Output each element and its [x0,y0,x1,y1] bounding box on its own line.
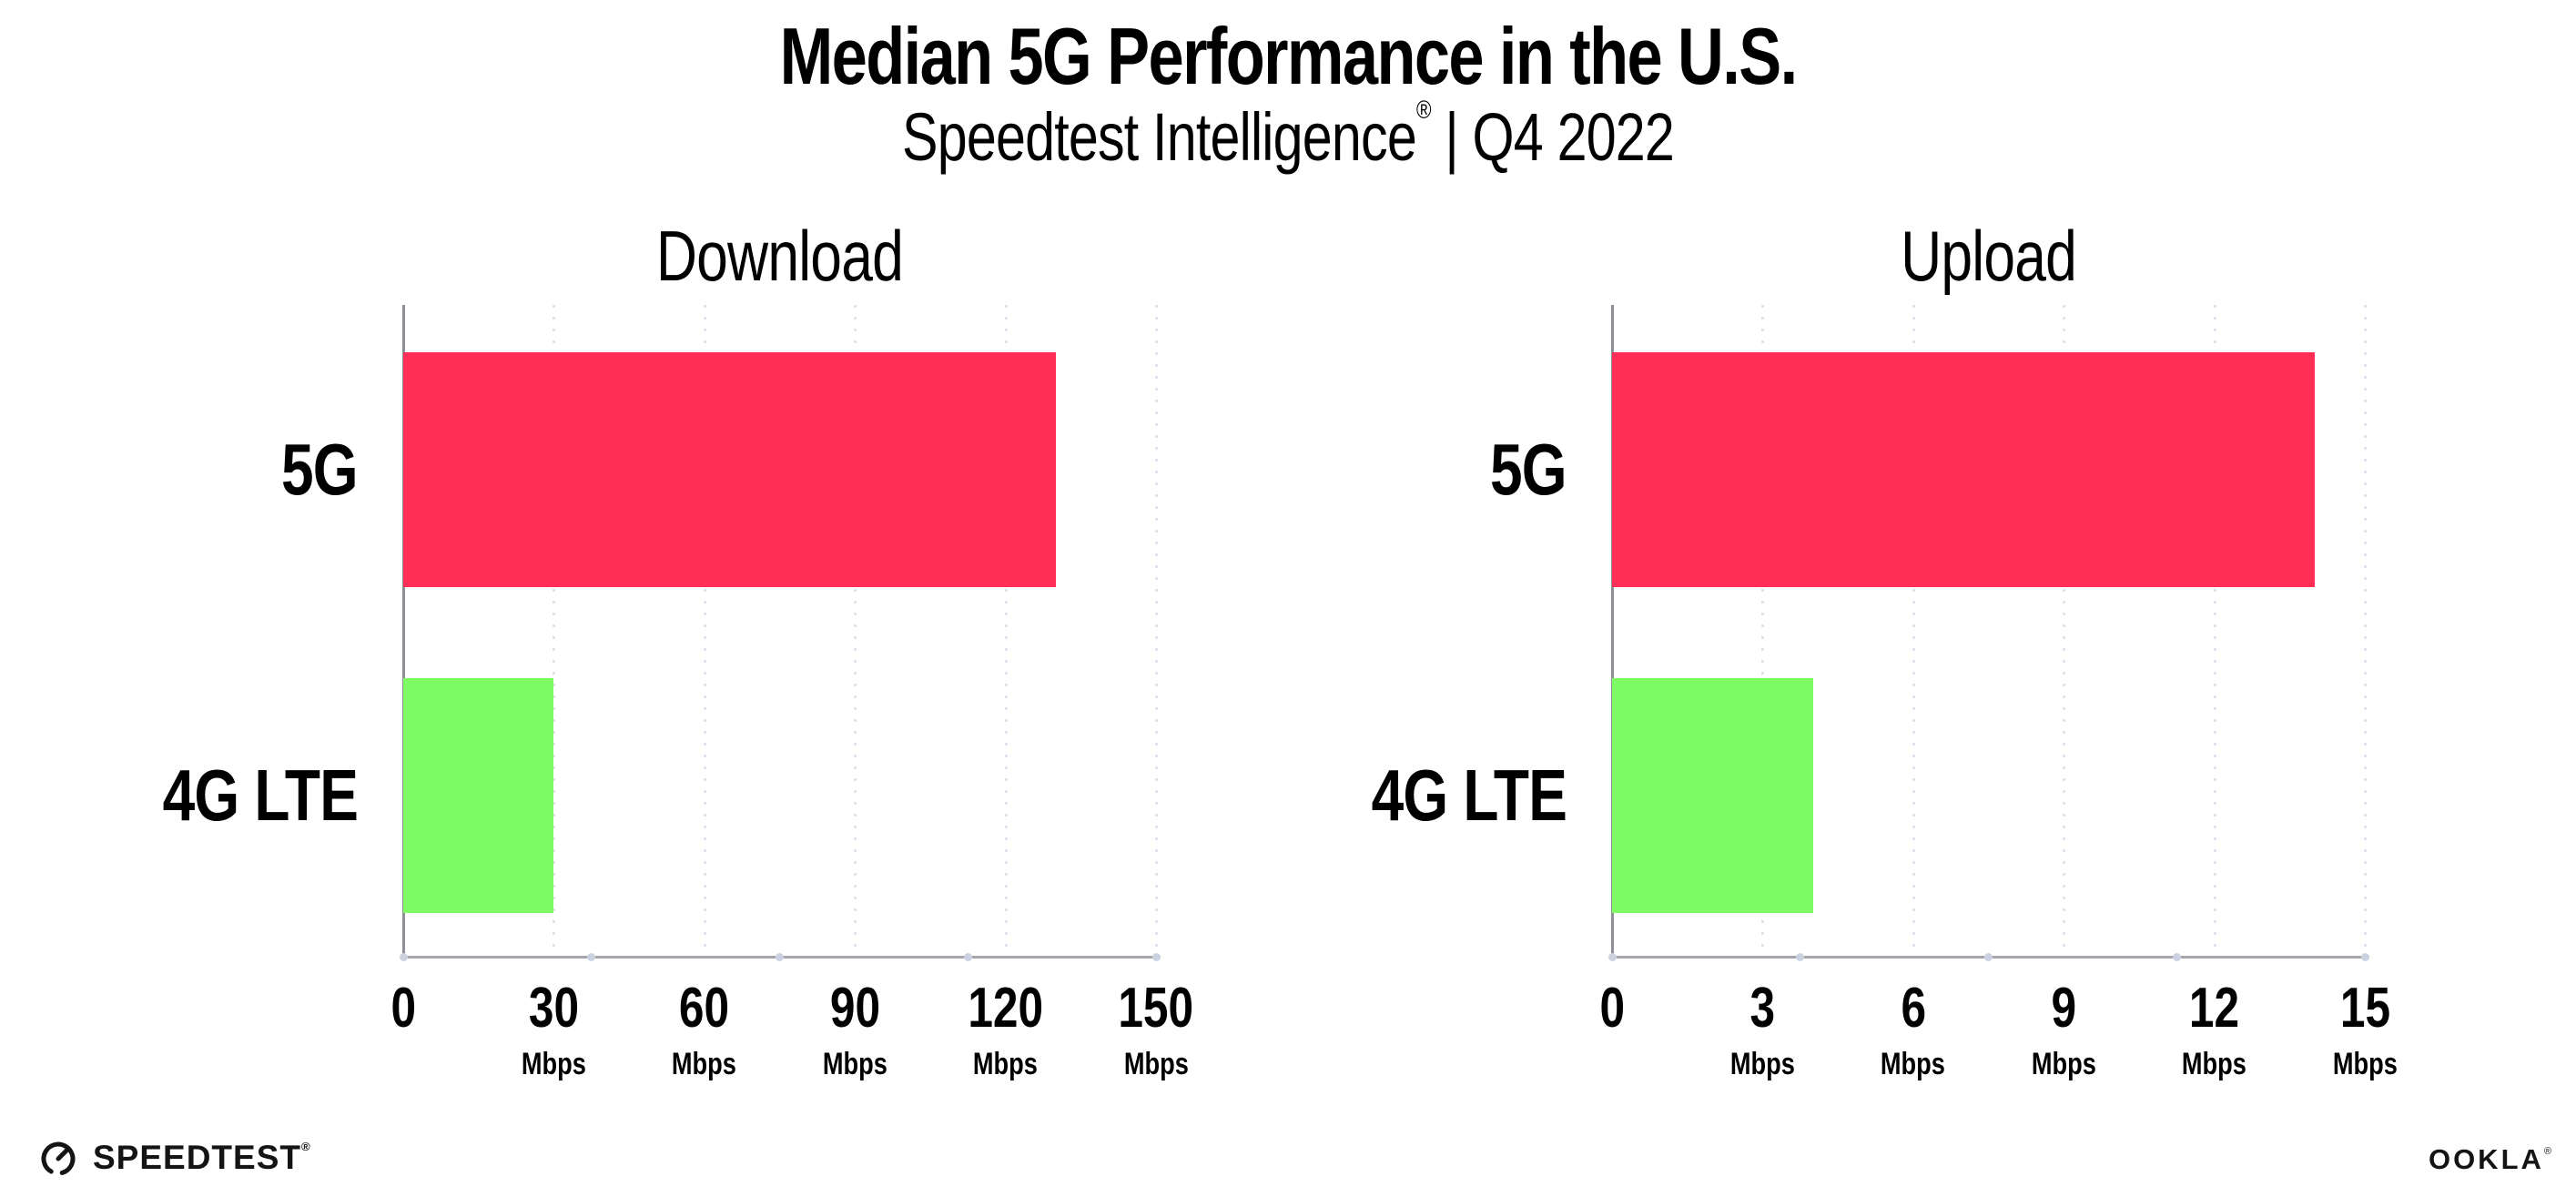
ookla-logo: OOKLA® [2429,1143,2551,1176]
bar-4g-lte [1612,678,1813,913]
tick-label-text: 3 [1749,977,1776,1040]
tick-label-9: 9 [1963,976,2164,1040]
bar-4g-lte [403,678,554,913]
axis-dot [1796,953,1805,961]
gridline-120 [1004,305,1008,959]
tick-unit-text: Mbps [2182,1047,2247,1081]
tick-label-0: 0 [1512,976,1712,1040]
tick-label-0: 0 [303,976,503,1040]
page-title: Median 5G Performance in the U.S. [0,11,2576,101]
gridline-15 [2364,305,2367,959]
tick-unit-90: Mbps [755,1047,955,1082]
subtitle-brand: Speedtest Intelligence [901,99,1417,175]
axis-dot [1607,953,1617,961]
y-axis-line [1611,305,1614,959]
tick-label-text: 0 [390,977,416,1040]
tick-label-120: 120 [906,976,1106,1040]
tick-unit-15: Mbps [2265,1047,2465,1082]
tick-unit-3: Mbps [1662,1047,1862,1082]
category-label-4g-lte: 4G LTE [0,678,359,913]
gridline-6 [1912,305,1915,959]
bar-5g [1612,352,2315,587]
tick-label-3: 3 [1662,976,1862,1040]
tick-unit-text: Mbps [2332,1047,2398,1081]
tick-unit-6: Mbps [1813,1047,2013,1082]
tick-unit-text: Mbps [973,1047,1039,1081]
tick-label-text: 120 [968,977,1043,1040]
speedtest-wordmark: SPEEDTEST® [93,1139,310,1176]
tick-unit-120: Mbps [906,1047,1106,1082]
tick-unit-60: Mbps [604,1047,805,1082]
page-subtitle-text: Speedtest Intelligence® | Q4 2022 [901,96,1675,175]
tick-unit-text: Mbps [822,1047,887,1081]
tick-label-text: 90 [829,977,880,1040]
tick-label-6: 6 [1813,976,2013,1040]
speedtest-registered-mark: ® [301,1140,310,1153]
chart-title-upload: Upload [1612,215,2365,298]
axis-dot [2360,953,2369,961]
page-subtitle: Speedtest Intelligence® | Q4 2022 [0,96,2576,173]
tick-label-text: 60 [679,977,730,1040]
category-label-text: 4G LTE [162,755,359,836]
tick-label-text: 12 [2189,977,2240,1040]
tick-unit-150: Mbps [1056,1047,1256,1082]
tick-unit-text: Mbps [2031,1047,2096,1081]
speedtest-gauge-icon [41,1141,76,1176]
tick-label-150: 150 [1056,976,1256,1040]
chart-title-text: Download [655,216,904,296]
category-label-text: 4G LTE [1371,755,1567,836]
bar-5g [403,352,1056,587]
ookla-wordmark: OOKLA [2428,1143,2544,1175]
tick-unit-30: Mbps [453,1047,654,1082]
subtitle-quarter: | Q4 2022 [1430,99,1675,175]
axis-dot [1984,953,1993,961]
tick-label-text: 15 [2339,977,2390,1040]
registered-trademark-mark: ® [1415,96,1431,124]
gridline-30 [553,305,556,959]
tick-unit-text: Mbps [1881,1047,1946,1081]
tick-label-text: 0 [1599,977,1625,1040]
category-label-4g-lte: 4G LTE [1139,678,1567,913]
gridline-90 [854,305,857,959]
tick-unit-text: Mbps [672,1047,737,1081]
axis-dot [2172,953,2181,961]
tick-label-text: 30 [528,977,579,1040]
tick-label-12: 12 [2115,976,2315,1040]
gridline-9 [2063,305,2066,959]
page-title-text: Median 5G Performance in the U.S. [779,11,1799,101]
category-label-text: 5G [1490,429,1567,510]
gridline-12 [2213,305,2216,959]
category-label-5g: 5G [0,352,359,587]
tick-unit-text: Mbps [521,1047,586,1081]
gridline-60 [703,305,706,959]
tick-label-30: 30 [453,976,654,1040]
tick-unit-text: Mbps [1123,1047,1189,1081]
tick-unit-12: Mbps [2115,1047,2315,1082]
speedtest-logo: SPEEDTEST® [36,1132,310,1183]
axis-dot [776,953,784,961]
tick-label-text: 150 [1118,977,1194,1040]
chart-title-text: Upload [1901,216,2077,296]
y-axis-line [402,305,405,959]
tick-label-text: 6 [1900,977,1926,1040]
gridline-150 [1155,305,1158,959]
axis-dot [399,953,408,961]
tick-label-60: 60 [604,976,805,1040]
tick-label-text: 9 [2051,977,2076,1040]
tick-unit-9: Mbps [1963,1047,2164,1082]
tick-label-15: 15 [2265,976,2465,1040]
tick-unit-text: Mbps [1729,1047,1795,1081]
gridline-3 [1761,305,1765,959]
category-label-text: 5G [281,429,359,510]
axis-dot [1151,953,1161,961]
ookla-registered-mark: ® [2543,1146,2551,1157]
category-label-5g: 5G [1139,352,1567,587]
tick-label-90: 90 [755,976,955,1040]
axis-dot [963,953,972,961]
axis-dot [587,953,596,961]
chart-title-download: Download [403,215,1156,298]
